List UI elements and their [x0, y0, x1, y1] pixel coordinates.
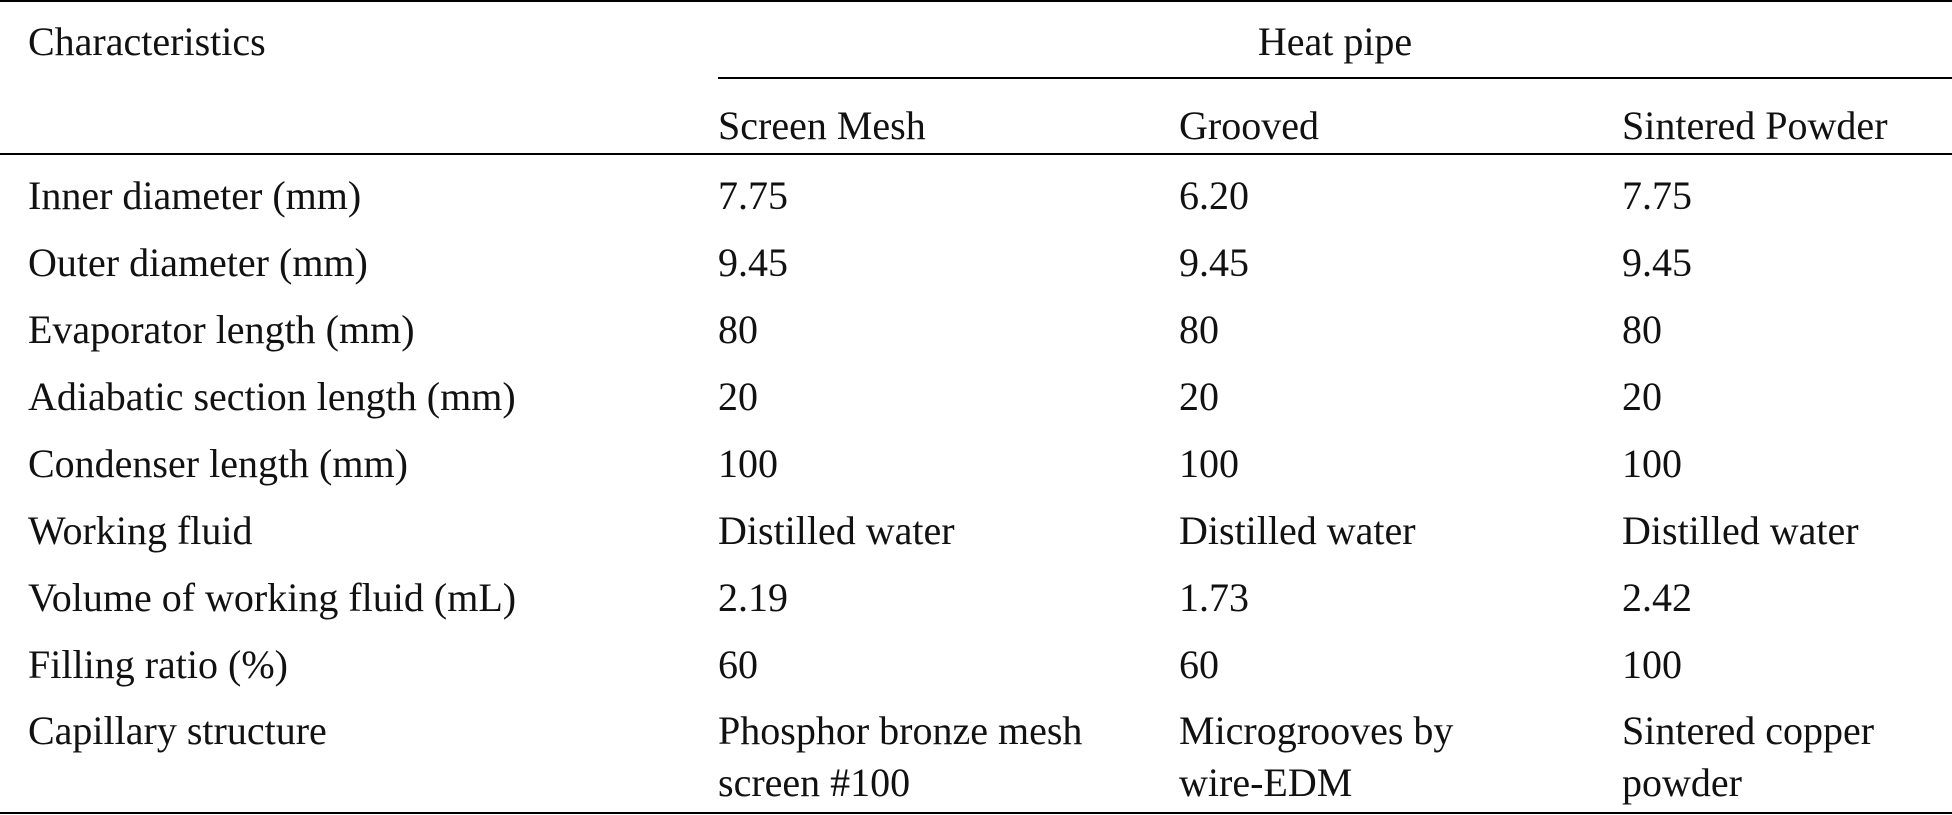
cell-sintered-powder: 7.75 [1622, 173, 1692, 218]
row-label: Adiabatic section length (mm) [28, 374, 516, 419]
header-rule [0, 153, 1952, 155]
cell-grooved: 6.20 [1179, 173, 1249, 218]
row-label: Evaporator length (mm) [28, 307, 415, 352]
header-screen-mesh: Screen Mesh [718, 103, 926, 148]
row-label: Volume of working fluid (mL) [28, 575, 517, 620]
cell-grooved: 60 [1179, 642, 1219, 687]
cell-grooved: 80 [1179, 307, 1219, 352]
cell-sintered-powder: 2.42 [1622, 575, 1692, 620]
cell-sintered-powder: 100 [1622, 441, 1682, 486]
row-label: Outer diameter (mm) [28, 240, 368, 285]
cell-grooved: 9.45 [1179, 240, 1249, 285]
cell-grooved: 1.73 [1179, 575, 1249, 620]
cell-sintered-powder: 80 [1622, 307, 1662, 352]
cell-screen-mesh: 80 [718, 307, 758, 352]
cell-screen-mesh: Phosphor bronze mesh screen #100 [718, 708, 1083, 805]
table-bottom-rule [0, 812, 1952, 814]
cell-screen-mesh: 9.45 [718, 240, 788, 285]
header-characteristics: Characteristics [28, 19, 266, 64]
header-sintered-powder: Sintered Powder [1622, 103, 1888, 148]
cell-grooved: Microgrooves by wire-EDM [1179, 708, 1454, 805]
header-group-heat-pipe: Heat pipe [1257, 19, 1413, 64]
cell-grooved: Distilled water [1179, 508, 1416, 553]
cell-sintered-powder: Sintered copper powder [1622, 708, 1875, 805]
cell-grooved: 100 [1179, 441, 1239, 486]
row-label: Capillary structure [28, 708, 327, 753]
cell-sintered-powder: 20 [1622, 374, 1662, 419]
row-label: Condenser length (mm) [28, 441, 408, 486]
row-label: Filling ratio (%) [28, 642, 288, 687]
cell-sintered-powder: Distilled water [1622, 508, 1859, 553]
table-top-rule [0, 0, 1952, 2]
cell-screen-mesh: 60 [718, 642, 758, 687]
cell-grooved: 20 [1179, 374, 1219, 419]
cell-screen-mesh: Distilled water [718, 508, 955, 553]
cell-sintered-powder: 100 [1622, 642, 1682, 687]
cell-screen-mesh: 2.19 [718, 575, 788, 620]
header-grooved: Grooved [1179, 103, 1319, 148]
row-label: Inner diameter (mm) [28, 173, 362, 218]
group-underline [718, 77, 1952, 79]
row-label: Working fluid [28, 508, 253, 553]
cell-screen-mesh: 20 [718, 374, 758, 419]
cell-screen-mesh: 7.75 [718, 173, 788, 218]
cell-sintered-powder: 9.45 [1622, 240, 1692, 285]
cell-screen-mesh: 100 [718, 441, 778, 486]
